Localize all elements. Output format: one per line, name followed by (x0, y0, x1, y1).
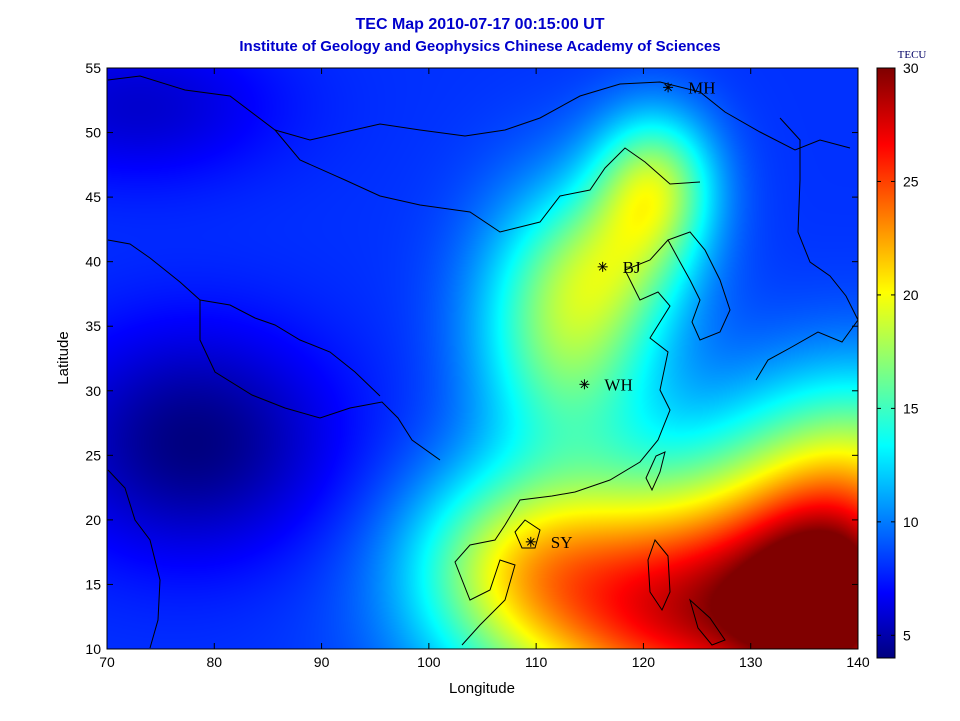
colorbar-tick-label: 5 (903, 627, 911, 643)
x-tick-label: 120 (632, 654, 656, 670)
y-tick-label: 20 (85, 512, 101, 528)
y-tick-label: 35 (85, 318, 101, 334)
y-axis-ticks: 10 15 20 25 30 35 40 45 50 55 (85, 60, 858, 657)
station-label: SY (551, 533, 573, 552)
plot-frame (106, 67, 859, 650)
x-axis-label: Longitude (449, 680, 515, 697)
boundary-west (107, 239, 441, 461)
colorbar-tick-label: 20 (903, 287, 919, 303)
hainan (514, 519, 541, 549)
x-tick-label: 110 (525, 654, 548, 670)
colorbar-tick-label: 30 (903, 60, 919, 76)
y-tick-label: 30 (85, 383, 101, 399)
station-label: WH (604, 375, 632, 394)
boundary-himalaya (199, 299, 381, 397)
x-tick-label: 90 (314, 654, 330, 670)
station-label: MH (688, 78, 715, 97)
station-marker (580, 380, 589, 389)
boundary-north (107, 75, 851, 151)
x-axis-ticks: 70 80 90 100 110 120 130 140 (99, 68, 870, 670)
y-tick-label: 50 (85, 125, 101, 141)
y-tick-label: 45 (85, 189, 101, 205)
station-wh: WH (579, 375, 633, 394)
x-tick-label: 100 (417, 654, 441, 670)
stations-layer: MH BJ WH SY (525, 78, 716, 552)
station-sy: SY (525, 533, 573, 552)
station-marker (526, 537, 535, 546)
y-tick-label: 25 (85, 447, 101, 463)
y-tick-label: 55 (85, 60, 101, 76)
luzon (647, 538, 671, 612)
station-label: BJ (623, 258, 641, 277)
indochina (454, 524, 516, 646)
colorbar-gradient (876, 67, 896, 659)
station-marker (664, 83, 672, 92)
korea-peninsula (667, 231, 731, 341)
colorbar-label: TECU (898, 49, 927, 61)
taiwan (645, 451, 666, 492)
heatmap-layer (107, 68, 858, 649)
colorbar-tick-label: 10 (903, 514, 919, 530)
colorbar-tick-label: 15 (903, 400, 919, 416)
japan (755, 117, 859, 381)
y-axis-label: Latitude (55, 331, 72, 384)
x-tick-label: 80 (206, 654, 222, 670)
colorbar-ticks: 5 10 15 20 25 30 (877, 60, 919, 643)
boundary-mongolia-south (274, 129, 701, 233)
station-mh: MH (663, 78, 716, 97)
philippines-islands (689, 598, 726, 646)
colorbar-tick-label: 25 (903, 173, 919, 189)
india-coast (107, 469, 161, 649)
chart-title: TEC Map 2010-07-17 00:15:00 UT (355, 16, 605, 33)
x-tick-label: 130 (739, 654, 763, 670)
x-tick-label: 70 (99, 654, 115, 670)
y-tick-label: 15 (85, 576, 101, 592)
station-bj: BJ (597, 258, 641, 277)
y-tick-label: 10 (85, 641, 101, 657)
chart-subtitle: Institute of Geology and Geophysics Chin… (239, 38, 721, 55)
y-tick-label: 40 (85, 254, 101, 270)
station-marker (598, 262, 607, 271)
coastline-borders (107, 75, 859, 649)
x-tick-label: 140 (846, 654, 870, 670)
coast-yellow-sea (504, 239, 671, 526)
colorbar: 5 10 15 20 25 30 TECU (876, 49, 927, 659)
